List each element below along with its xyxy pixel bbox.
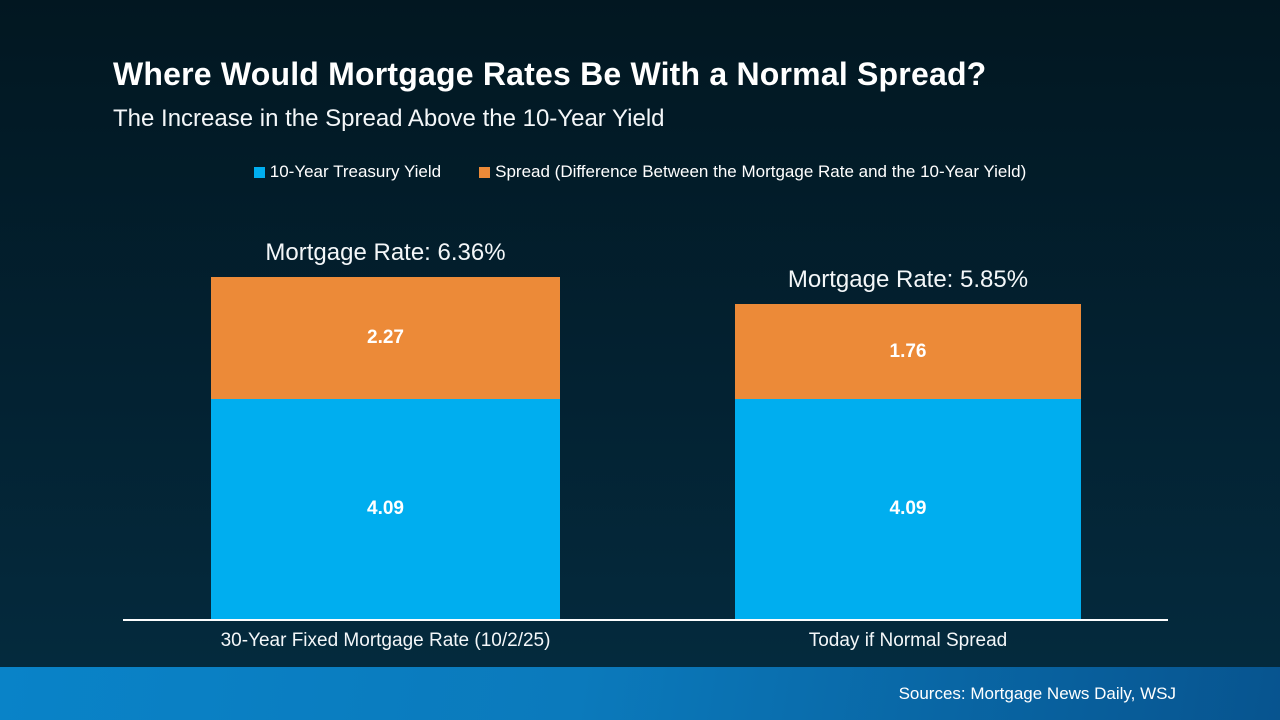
x-axis-line [123,619,1168,621]
chart-legend: 10-Year Treasury Yield Spread (Differenc… [0,162,1280,182]
legend-label-spread: Spread (Difference Between the Mortgage … [495,162,1027,181]
sources-text: Sources: Mortgage News Daily, WSJ [898,683,1176,703]
footer-band: Sources: Mortgage News Daily, WSJ [0,667,1280,720]
bar-total-label: Mortgage Rate: 6.36% [265,238,506,266]
segment-value-label: 2.27 [367,326,404,348]
legend-item-spread: Spread (Difference Between the Mortgage … [479,162,1026,182]
segment-value-label: 4.09 [889,498,927,519]
category-label-normal: Today if Normal Spread [808,630,1008,651]
bar-group-current-mortgage-rate: Mortgage Rate: 6.36% 2.27 4.09 [211,239,560,619]
bar-segment-spread: 2.27 [211,276,560,399]
chart-title: Where Would Mortgage Rates Be With a Nor… [113,56,987,92]
bar-segment-treasury: 4.09 [735,399,1081,619]
legend-swatch-blue-icon [253,166,265,178]
legend-item-treasury: 10-Year Treasury Yield [253,162,442,182]
legend-swatch-orange-icon [479,166,491,178]
bar-group-normal-spread: Mortgage Rate: 5.85% 1.76 4.09 [735,266,1081,619]
segment-value-label: 1.76 [889,340,927,362]
legend-label-treasury: 10-Year Treasury Yield [269,162,442,181]
category-label-current: 30-Year Fixed Mortgage Rate (10/2/25) [220,630,551,651]
chart-subtitle: The Increase in the Spread Above the 10-… [113,105,665,132]
segment-value-label: 4.09 [367,498,404,519]
bar-segment-treasury: 4.09 [211,399,560,619]
bar-total-label: Mortgage Rate: 5.85% [787,266,1029,294]
bar-segment-spread: 1.76 [735,304,1081,399]
